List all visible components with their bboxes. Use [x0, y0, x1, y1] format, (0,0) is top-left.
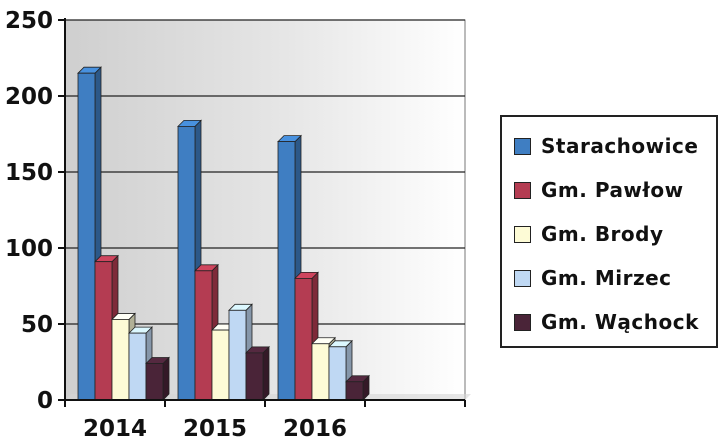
legend-swatch — [514, 225, 531, 243]
y-tick-label-50: 50 — [21, 312, 53, 338]
legend-swatch — [514, 269, 531, 287]
y-tick-label-200: 200 — [5, 84, 53, 110]
legend-item: Gm. Mirzec — [514, 263, 672, 293]
bar-front-2016-4 — [345, 381, 364, 401]
bar-side-2014-4 — [162, 356, 170, 401]
x-tick-label-2014: 2014 — [83, 416, 147, 442]
legend-label: Gm. Mirzec — [541, 266, 672, 290]
legend: Starachowice Gm. Pawłow Gm. Brody Gm. Mirze… — [500, 115, 718, 348]
bar-front-2014-4 — [145, 363, 164, 401]
bar-front-2016-1 — [294, 277, 313, 401]
bar-front-2015-0 — [177, 126, 196, 401]
bar-2016-4 — [345, 374, 370, 401]
bar-front-2014-3 — [128, 332, 147, 401]
legend-item: Gm. Pawłow — [514, 175, 684, 205]
bar-front-2015-1 — [194, 270, 213, 401]
legend-label: Gm. Wąchock — [541, 310, 699, 334]
y-tick-label-0: 0 — [37, 388, 53, 414]
legend-item: Starachowice — [514, 131, 698, 161]
x-tick-label-2015: 2015 — [183, 416, 247, 442]
legend-label: Gm. Brody — [541, 222, 664, 246]
y-tick-label-150: 150 — [5, 160, 53, 186]
bar-front-2015-3 — [228, 309, 247, 401]
bar-side-2015-4 — [262, 345, 270, 401]
bar-front-2016-3 — [328, 346, 347, 401]
legend-swatch — [514, 181, 531, 199]
legend-swatch — [514, 137, 531, 155]
bar-2015-4 — [245, 345, 270, 401]
bar-front-2015-4 — [245, 352, 264, 401]
bar-front-2014-1 — [94, 261, 113, 401]
y-tick-label-250: 250 — [5, 8, 53, 34]
x-tick-label-2016: 2016 — [283, 416, 347, 442]
bar-front-2014-0 — [77, 72, 96, 401]
bar-front-2016-0 — [277, 141, 296, 401]
bar-front-2014-2 — [111, 319, 130, 401]
legend-label: Starachowice — [541, 134, 699, 158]
legend-swatch — [514, 313, 531, 331]
legend-item: Gm. Brody — [514, 219, 664, 249]
bar-front-2016-2 — [311, 343, 330, 401]
legend-item: Gm. Wąchock — [514, 307, 699, 337]
legend-label: Gm. Pawłow — [541, 178, 684, 202]
bar-2016-3 — [328, 339, 353, 401]
y-tick-label-100: 100 — [5, 236, 53, 262]
bar-front-2015-2 — [211, 329, 230, 401]
bar-2014-4 — [145, 356, 170, 401]
